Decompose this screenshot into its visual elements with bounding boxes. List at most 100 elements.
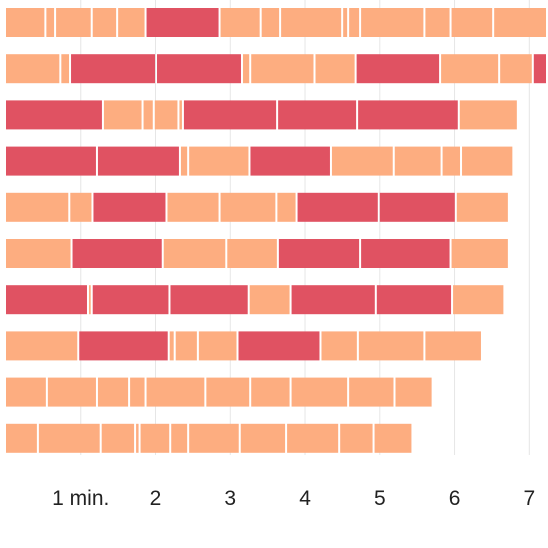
bar-segment-light (291, 377, 348, 407)
bar-segment-light (167, 192, 219, 222)
bar-row-8 (6, 331, 481, 361)
bar-segment-light (425, 331, 481, 361)
bar-segment-light (395, 377, 432, 407)
bar-segment-light (198, 331, 237, 361)
bar-segment-dark (6, 285, 87, 315)
bar-segment-light (6, 423, 37, 453)
bar-segment-dark (183, 100, 277, 130)
bar-segment-light (189, 423, 239, 453)
x-tick-label-3: 3 (224, 487, 236, 510)
bar-segment-light (169, 331, 174, 361)
bar-segment-light (459, 100, 517, 130)
x-tick-label-2: 2 (150, 487, 162, 510)
bar-segment-light (451, 239, 508, 268)
bar-rows (6, 8, 546, 453)
bar-segment-dark (379, 192, 455, 222)
bar-segment-light (281, 8, 342, 37)
bar-segment-dark (358, 100, 458, 130)
bar-segment-light (374, 423, 412, 453)
bar-segment-light (103, 100, 142, 130)
bar-row-9 (6, 377, 432, 407)
bar-segment-light (179, 100, 182, 130)
x-tick-label-7: 7 (523, 487, 535, 510)
bar-segment-light (6, 8, 45, 37)
bar-segment-light (494, 8, 546, 37)
bar-segment-light (441, 54, 499, 84)
bar-row-2 (6, 54, 546, 84)
bar-segment-light (61, 54, 70, 84)
bar-segment-light (46, 8, 55, 37)
bar-segment-light (331, 146, 393, 176)
bar-segment-light (249, 285, 290, 315)
bar-segment-light (6, 239, 71, 268)
bar-row-7 (6, 285, 504, 315)
bar-segment-dark (79, 331, 168, 361)
bar-segment-dark (278, 100, 357, 130)
bar-segment-dark (238, 331, 320, 361)
bar-segment-light (189, 146, 249, 176)
bar-segment-light (136, 423, 139, 453)
bar-segment-light (361, 8, 424, 37)
bar-segment-light (456, 192, 508, 222)
bar-segment-dark (361, 239, 450, 268)
bar-segment-light (220, 192, 276, 222)
bar-segment-dark (291, 285, 375, 315)
bar-segment-light (394, 146, 441, 176)
bar-segment-dark (97, 146, 179, 176)
bar-segment-light (180, 146, 188, 176)
bar-segment-light (251, 377, 290, 407)
bar-segment-light (277, 192, 296, 222)
bar-row-10 (6, 423, 412, 453)
bar-segment-light (154, 100, 178, 130)
bar-segment-light (425, 8, 450, 37)
bar-segment-dark (71, 54, 156, 84)
x-tick-label-4: 4 (299, 487, 311, 510)
bar-segment-light (97, 377, 129, 407)
bar-segment-dark (250, 146, 330, 176)
bar-segment-dark (533, 54, 546, 84)
bar-segment-light (6, 331, 78, 361)
bar-segment-dark (146, 8, 219, 37)
bar-segment-light (220, 8, 260, 37)
bar-segment-light (140, 423, 170, 453)
bar-segment-dark (376, 285, 452, 315)
bar-segment-dark (93, 192, 166, 222)
bar-row-3 (6, 100, 517, 130)
bar-segment-light (240, 423, 286, 453)
bar-row-5 (6, 192, 508, 222)
bar-segment-dark (6, 100, 102, 130)
x-tick-label-1: 1 min. (52, 487, 109, 510)
bar-row-1 (6, 8, 546, 37)
bar-segment-light (88, 285, 91, 315)
bar-segment-light (6, 377, 46, 407)
bar-segment-light (340, 423, 373, 453)
bar-segment-light (287, 423, 339, 453)
bar-segment-light (171, 423, 188, 453)
bar-segment-light (343, 8, 348, 37)
bar-segment-dark (92, 285, 169, 315)
bar-segment-light (47, 377, 96, 407)
bar-segment-light (349, 377, 394, 407)
x-tick-label-6: 6 (449, 487, 461, 510)
bar-segment-light (163, 239, 226, 268)
bar-segment-light (143, 100, 153, 130)
bar-row-6 (6, 239, 508, 268)
bar-segment-light (38, 423, 100, 453)
bar-segment-light (261, 8, 280, 37)
bar-segment-light (227, 239, 277, 268)
bar-segment-light (442, 146, 461, 176)
bar-segment-light (70, 192, 92, 222)
bar-segment-dark (297, 192, 378, 222)
x-axis-ticks: 1 min. 2 3 4 5 6 7 (52, 487, 535, 510)
bar-segment-light (146, 377, 205, 407)
bar-segment-light (242, 54, 250, 84)
bar-segment-dark (278, 239, 360, 268)
bar-segment-light (118, 8, 145, 37)
bar-segment-light (6, 192, 69, 222)
bar-segment-light (175, 331, 197, 361)
bar-segment-light (6, 54, 60, 84)
bar-segment-dark (72, 239, 162, 268)
bar-segment-light (315, 54, 355, 84)
bar-segment-light (500, 54, 532, 84)
